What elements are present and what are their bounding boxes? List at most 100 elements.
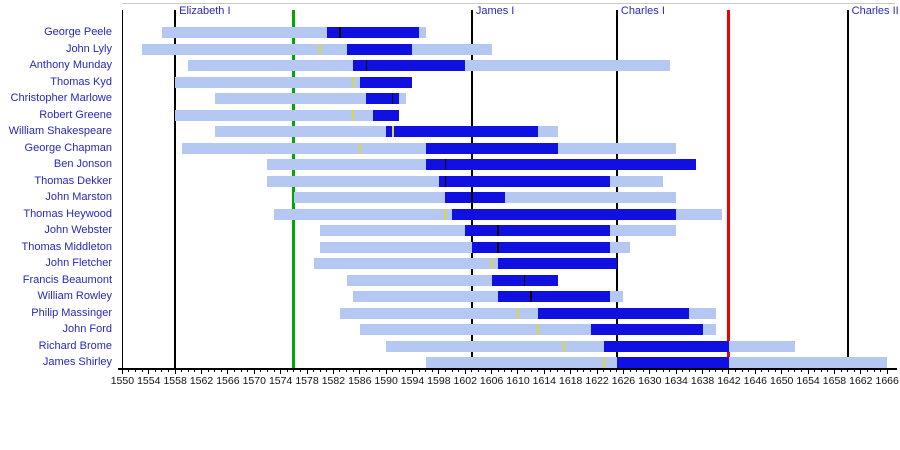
major-tick xyxy=(728,368,730,374)
career-bar xyxy=(445,175,611,187)
minor-tick xyxy=(682,368,684,372)
career-segment-divider xyxy=(497,225,499,236)
axis-tick-label: 1618 xyxy=(559,374,583,387)
minor-tick xyxy=(497,368,499,372)
axis-tick-label: 1666 xyxy=(875,374,899,387)
minor-tick xyxy=(392,368,394,372)
minor-tick xyxy=(299,368,301,372)
row-label: Ben Jonson xyxy=(53,158,112,170)
minor-tick xyxy=(141,368,143,372)
minor-tick xyxy=(405,368,407,372)
life-bar xyxy=(339,307,716,319)
major-tick xyxy=(702,368,704,374)
major-tick xyxy=(543,368,545,374)
major-tick xyxy=(754,368,756,374)
row-label: George Peele xyxy=(44,26,112,38)
minor-tick xyxy=(398,368,400,372)
theatres-closing-line xyxy=(727,10,731,368)
minor-tick xyxy=(339,368,341,372)
major-tick xyxy=(491,368,493,374)
career-bar xyxy=(471,241,499,253)
row-label: Robert Greene xyxy=(39,108,112,121)
accession-line xyxy=(470,10,473,368)
career-segment-divider xyxy=(444,159,447,170)
minor-tick xyxy=(135,368,137,372)
minor-tick xyxy=(319,368,321,372)
minor-tick xyxy=(853,368,855,372)
event-label: Elizabeth I xyxy=(179,5,231,17)
career-bar xyxy=(491,274,525,286)
axis-tick-label: 1614 xyxy=(532,374,557,387)
minor-tick xyxy=(530,368,532,372)
minor-tick xyxy=(761,368,763,372)
career-bar xyxy=(498,241,611,253)
minor-tick xyxy=(425,368,427,372)
marker-tick xyxy=(444,208,447,220)
axis-tick-label: 1590 xyxy=(374,374,398,387)
row-label: John Fletcher xyxy=(45,257,112,269)
axis-tick-label: 1646 xyxy=(743,374,767,387)
minor-tick xyxy=(128,368,130,372)
accession-line xyxy=(174,10,177,368)
minor-tick xyxy=(260,368,262,372)
life-bar xyxy=(175,76,413,88)
row-label: Thomas Kyd xyxy=(50,75,112,88)
career-bar xyxy=(445,192,472,203)
minor-tick xyxy=(880,368,882,372)
minor-tick xyxy=(365,368,367,372)
minor-tick xyxy=(840,368,842,372)
major-tick xyxy=(201,368,203,374)
minor-tick xyxy=(557,368,559,372)
axis-tick-label: 1562 xyxy=(189,374,214,387)
marker-tick xyxy=(563,340,566,352)
major-tick xyxy=(860,368,862,374)
minor-tick xyxy=(563,368,565,372)
career-bar xyxy=(339,27,420,38)
axis-tick-label: 1570 xyxy=(242,374,266,387)
minor-tick xyxy=(768,368,770,372)
minor-tick xyxy=(346,368,348,372)
minor-tick xyxy=(695,368,697,372)
minor-tick xyxy=(590,368,591,372)
minor-tick xyxy=(735,368,737,372)
event-label: Charles II xyxy=(851,5,899,17)
axis-tick-label: 1634 xyxy=(664,374,688,387)
minor-tick xyxy=(866,368,868,372)
minor-tick xyxy=(352,368,354,372)
major-tick xyxy=(253,368,255,374)
career-bar xyxy=(353,60,367,71)
row-label: James Shirley xyxy=(42,356,112,368)
plot-area: George Peele John Lyly Anthony Munday Thoma… xyxy=(9,3,899,387)
minor-tick xyxy=(161,368,163,372)
major-tick xyxy=(148,368,150,374)
x-axis-line xyxy=(118,368,898,370)
minor-tick xyxy=(636,368,638,372)
life-bar xyxy=(386,340,795,352)
career-segment-divider xyxy=(497,241,499,253)
major-tick xyxy=(833,368,835,374)
minor-tick xyxy=(286,368,288,372)
minor-tick xyxy=(583,368,585,372)
career-segment-divider xyxy=(471,192,473,203)
major-tick xyxy=(306,368,308,374)
major-tick xyxy=(596,368,598,374)
career-segment-divider xyxy=(339,27,341,38)
minor-tick xyxy=(787,368,789,372)
major-tick xyxy=(649,368,651,374)
minor-tick xyxy=(293,368,295,372)
life-bar xyxy=(353,291,624,302)
career-segment-divider xyxy=(530,291,532,302)
minor-tick xyxy=(168,368,170,372)
career-bar xyxy=(465,225,499,236)
minor-tick xyxy=(715,368,717,372)
marker-tick xyxy=(536,324,539,335)
minor-tick xyxy=(240,368,242,372)
life-bar xyxy=(313,258,617,269)
minor-tick xyxy=(154,368,156,372)
minor-tick xyxy=(748,368,750,372)
major-tick xyxy=(411,368,413,374)
accession-line xyxy=(615,10,618,368)
career-bar xyxy=(372,109,400,121)
major-tick xyxy=(280,368,282,374)
